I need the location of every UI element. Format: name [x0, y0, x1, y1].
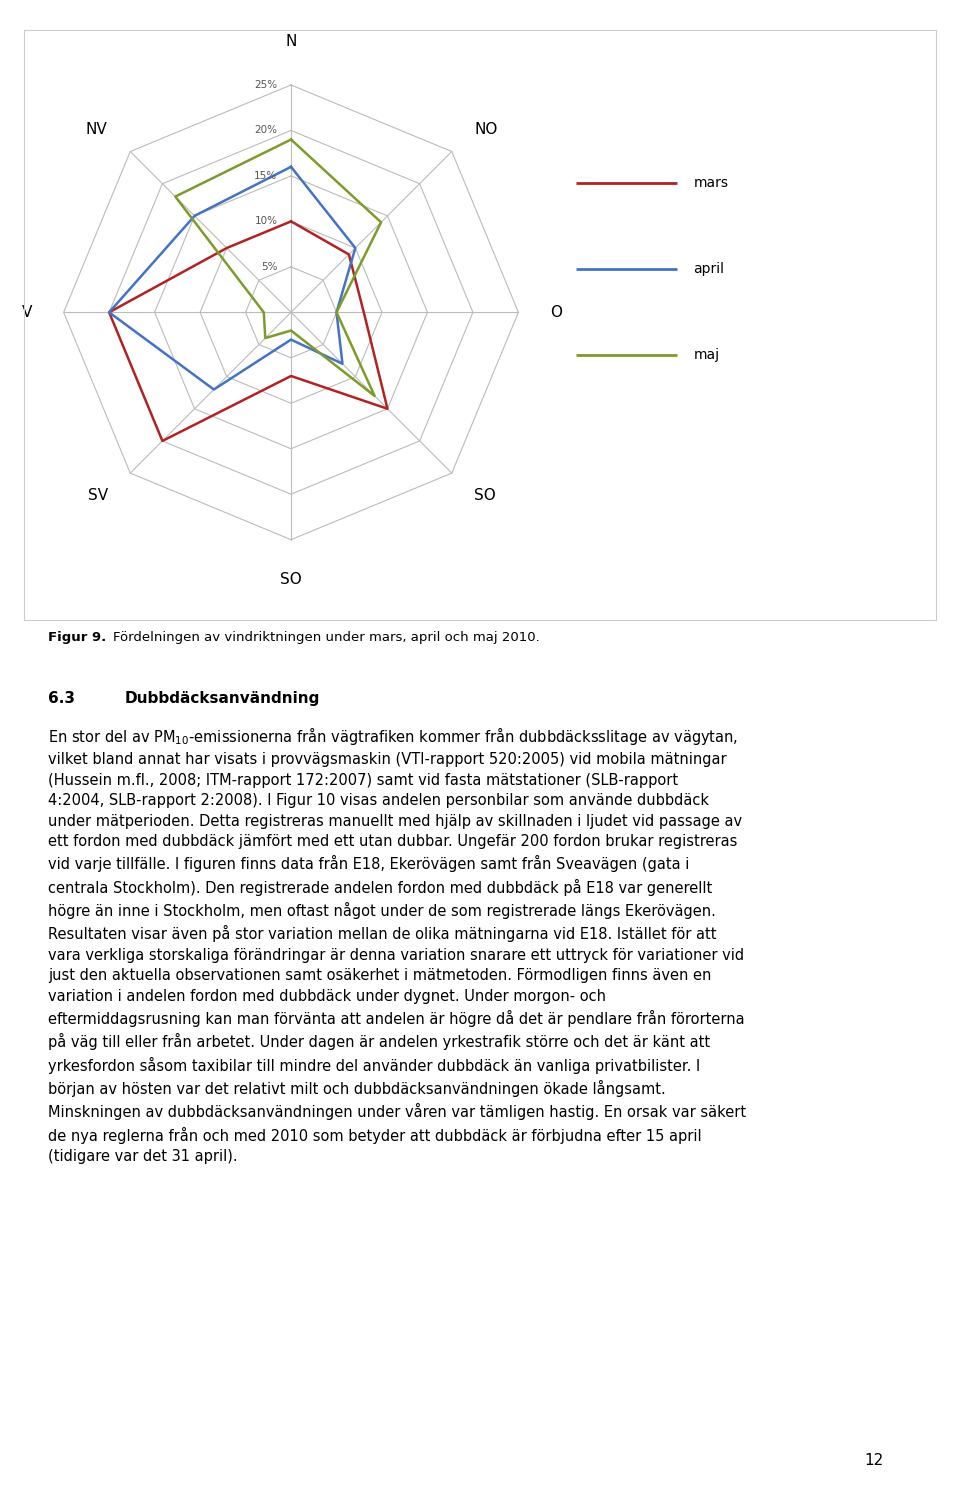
- Text: 6.3: 6.3: [48, 691, 75, 706]
- Text: Dubbdäcksanvändning: Dubbdäcksanvändning: [125, 691, 321, 706]
- Text: En stor del av PM$_{10}$-emissionerna från vägtrafiken kommer från dubbdäcksslit: En stor del av PM$_{10}$-emissionerna fr…: [48, 725, 746, 1165]
- Text: SO: SO: [280, 571, 301, 586]
- Text: SO: SO: [474, 487, 496, 504]
- Text: 20%: 20%: [254, 126, 277, 136]
- Text: mars: mars: [693, 176, 729, 190]
- Text: O: O: [550, 305, 563, 320]
- Text: maj: maj: [693, 348, 720, 362]
- Text: 5%: 5%: [261, 262, 277, 272]
- Text: 25%: 25%: [254, 79, 277, 90]
- Text: NV: NV: [86, 121, 108, 136]
- Text: 12: 12: [864, 1453, 883, 1468]
- Text: V: V: [21, 305, 32, 320]
- Text: Fördelningen av vindriktningen under mars, april och maj 2010.: Fördelningen av vindriktningen under mar…: [113, 631, 540, 644]
- Text: april: april: [693, 262, 725, 277]
- Text: 15%: 15%: [254, 170, 277, 181]
- Text: Figur 9.: Figur 9.: [48, 631, 107, 644]
- Text: N: N: [285, 33, 297, 48]
- Text: 10%: 10%: [254, 217, 277, 226]
- Text: NO: NO: [474, 121, 497, 136]
- Text: SV: SV: [87, 487, 108, 504]
